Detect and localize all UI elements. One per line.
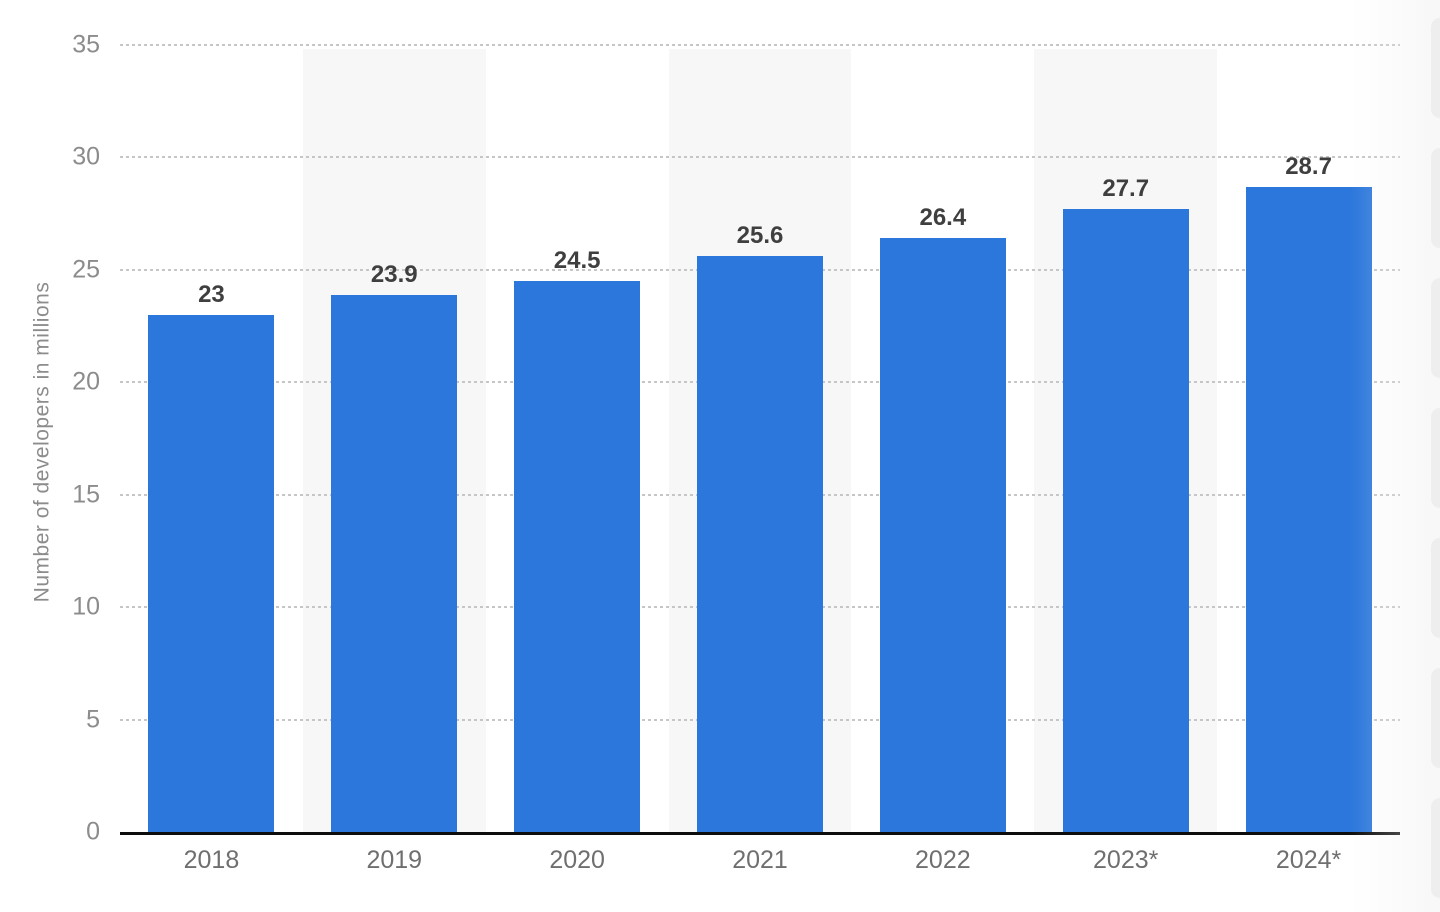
y-tick-label: 10 bbox=[72, 592, 100, 621]
x-tick-label: 2020 bbox=[549, 846, 605, 874]
y-tick-label: 30 bbox=[72, 142, 100, 171]
x-tick-label: 2022 bbox=[915, 846, 971, 874]
x-tick-label: 2024* bbox=[1275, 846, 1342, 874]
bar-value-label: 27.7 bbox=[1102, 175, 1150, 203]
bar-2024[interactable] bbox=[1245, 186, 1372, 832]
bar-value-label: 26.4 bbox=[919, 204, 967, 232]
y-tick-label: 0 bbox=[86, 817, 100, 846]
bar-value-label: 23 bbox=[198, 280, 225, 308]
x-tick-label: 2023* bbox=[1093, 846, 1159, 874]
bar-value-label: 28.7 bbox=[1285, 152, 1332, 180]
bar-2020[interactable] bbox=[514, 281, 641, 832]
page-edge-tab bbox=[1431, 798, 1440, 898]
gridline bbox=[120, 44, 1400, 46]
y-tick-label: 20 bbox=[72, 367, 100, 396]
bar-2018[interactable] bbox=[148, 314, 275, 832]
x-tick-label: 2019 bbox=[366, 846, 423, 874]
page-edge-tab bbox=[1431, 408, 1440, 508]
page-edge-tab bbox=[1431, 18, 1440, 118]
y-tick-label: 35 bbox=[72, 30, 100, 59]
bar-value-label: 23.9 bbox=[370, 260, 418, 288]
page-edge-tab bbox=[1431, 278, 1440, 378]
bar-2019[interactable] bbox=[331, 294, 458, 832]
y-tick-label: 15 bbox=[72, 480, 100, 509]
bar-value-label: 24.5 bbox=[553, 247, 601, 275]
gridline bbox=[120, 156, 1400, 159]
x-tick-label: 2021 bbox=[732, 846, 788, 874]
y-axis-title: Number of developers in millions bbox=[30, 281, 54, 603]
x-tick-label: 2018 bbox=[183, 846, 240, 874]
page-edge-tab bbox=[1431, 538, 1440, 638]
bar-2023[interactable] bbox=[1062, 209, 1189, 832]
bar-value-label: 25.6 bbox=[736, 222, 784, 250]
bar-2021[interactable] bbox=[697, 256, 823, 832]
y-tick-label: 5 bbox=[86, 705, 100, 734]
plot-area: 35 30 25 20 15 10 5 0 23 2018 23.9 2019 24.5 2020 25.6… bbox=[72, 32, 1400, 873]
page-edge-tab bbox=[1431, 668, 1440, 768]
y-tick-label: 25 bbox=[72, 255, 100, 284]
page-edge-tab bbox=[1431, 148, 1440, 248]
bar-2022[interactable] bbox=[879, 238, 1006, 832]
